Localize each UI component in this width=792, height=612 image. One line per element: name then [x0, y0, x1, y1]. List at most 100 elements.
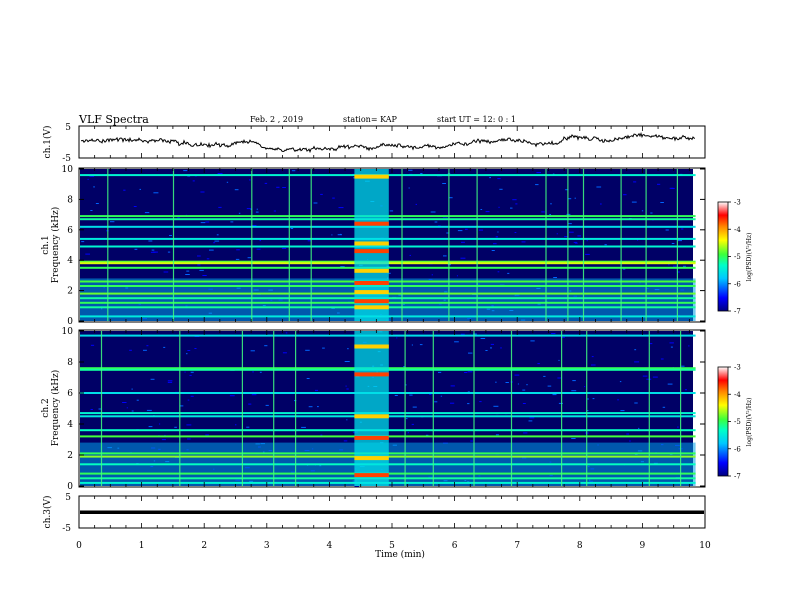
ch1-noise-cell: [568, 223, 572, 225]
ch1-spike: [107, 169, 109, 321]
ch2-noise-cell: [429, 393, 432, 395]
ch3-voltage-ylabel: ch.3(V): [42, 496, 53, 529]
ch2-noise-cell: [670, 346, 673, 348]
ch2-noise-cell: [522, 389, 526, 391]
ch2-noise-cell: [660, 358, 664, 360]
ch1-burst-line: [354, 268, 389, 273]
ch2-noise-cell: [584, 386, 586, 388]
ch1-noise-cell: [151, 249, 155, 251]
ch2-noise-cell: [186, 424, 192, 426]
ch2-noise-cell: [150, 378, 155, 380]
ch2-noise-cell: [90, 344, 95, 346]
ch1-spike: [582, 169, 585, 321]
ch1-noise-cell: [150, 251, 156, 253]
ch2-ytick-label: 10: [62, 327, 74, 337]
ch1-spike: [545, 169, 547, 321]
ch2-noise-cell: [652, 376, 658, 378]
ch1-noise-cell: [408, 187, 410, 189]
ch2-noise-cell: [450, 385, 455, 387]
ch2-noise-cell: [517, 383, 519, 385]
ch1-noise-cell: [491, 250, 495, 251]
ch1-noise-cell: [85, 253, 90, 255]
ch2-noise-cell: [634, 361, 640, 363]
ch1v-tick-bottom: -5: [62, 154, 71, 164]
ch1-noise-cell: [340, 266, 345, 268]
ch1-noise-cell: [148, 240, 153, 242]
ch1-noise-cell: [442, 183, 446, 184]
ch2-noise-cell: [251, 394, 257, 396]
ch1-noise-cell: [641, 210, 644, 212]
ch2-noise-cell: [285, 332, 288, 334]
ch2-ytick-label: 8: [67, 358, 73, 368]
ch2-noise-cell: [346, 388, 349, 390]
ch1-noise-cell: [631, 201, 637, 203]
ch2-spike: [404, 331, 406, 486]
ch1-noise-cell: [521, 241, 526, 243]
ch1-noise-cell: [465, 228, 468, 230]
ch1-noise-cell: [250, 208, 252, 210]
ch1-noise-cell: [177, 217, 180, 219]
colorbar-tick-label: -5: [734, 418, 741, 426]
ch1-noise-cell: [332, 197, 335, 199]
ch2-noise-cell: [460, 333, 465, 335]
ch1-noise-cell: [387, 272, 391, 274]
ch1-noise-cell: [677, 271, 680, 273]
ch2-noise-cell: [412, 406, 417, 408]
ch1-noise-cell: [89, 175, 95, 177]
ch1-spike: [251, 169, 253, 321]
ch1-noise-cell: [93, 186, 95, 188]
ch1-noise-cell: [217, 173, 223, 174]
ch2-spike: [179, 331, 181, 486]
ch1-noise-cell: [409, 254, 411, 256]
ch2-spike: [295, 331, 297, 486]
ch1-noise-cell: [623, 194, 627, 196]
ch2-noise-cell: [485, 350, 488, 351]
ch1-noise-cell: [564, 236, 568, 238]
ch2-noise-cell: [493, 405, 499, 407]
ch1-noise-cell: [478, 229, 483, 231]
ch1-noise-cell: [495, 236, 498, 238]
ch1-noise-cell: [197, 255, 201, 257]
ch1-burst-line: [354, 221, 389, 226]
ch1-noise-cell: [514, 232, 517, 233]
ch2-noise-cell: [669, 342, 674, 344]
ch1-noise-cell: [282, 187, 286, 188]
ch1-spike: [288, 169, 290, 321]
ch1-noise-cell: [512, 199, 517, 201]
ch2-noise-cell: [591, 364, 596, 366]
ch1-colorbar: -3 -4 -5 -6 -7 log(PSD)(V²/Hz): [717, 199, 753, 316]
ch2-spike: [100, 331, 103, 486]
ch1-noise-cell: [256, 248, 261, 250]
ch2-noise-cell: [306, 378, 310, 379]
ch1-noise-cell: [291, 170, 296, 172]
ch2-noise-cell: [344, 361, 350, 362]
ch2-noise-cell: [347, 348, 349, 350]
ch2-noise-cell: [634, 402, 638, 404]
ch2-ytick-label: 2: [67, 451, 73, 461]
ch1-noise-cell: [480, 209, 483, 210]
ch1-noise-cell: [213, 242, 216, 244]
ch1-noise-cell: [186, 270, 190, 272]
ch1-ytick-label: 6: [67, 226, 73, 236]
ch2-noise-cell: [529, 417, 535, 419]
ch2-noise-cell: [480, 338, 486, 339]
ch2-noise-cell: [500, 347, 502, 349]
colorbar-tick-label: -7: [734, 473, 741, 481]
x-axis-label: Time (min): [375, 549, 425, 560]
ch1-noise-cell: [246, 208, 252, 210]
ch2-noise-cell: [265, 404, 269, 406]
ch1-voltage-trace: [80, 131, 696, 154]
x-tick-label: 2: [201, 541, 207, 551]
ch2-ytick-label: 4: [67, 420, 73, 430]
ch1-noise-cell: [446, 232, 450, 234]
ch1-noise-cell: [650, 212, 653, 214]
ch1-noise-cell: [493, 243, 497, 245]
ch2-noise-cell: [495, 381, 497, 383]
ch2-noise-cell: [264, 345, 268, 347]
ch1-noise-cell: [281, 247, 287, 249]
ch1-noise-cell: [216, 234, 219, 236]
ch1-noise-cell: [535, 184, 539, 186]
ch1-frequency-ylabel: Frequency (kHz): [50, 207, 61, 284]
ch1-noise-cell: [331, 234, 333, 236]
